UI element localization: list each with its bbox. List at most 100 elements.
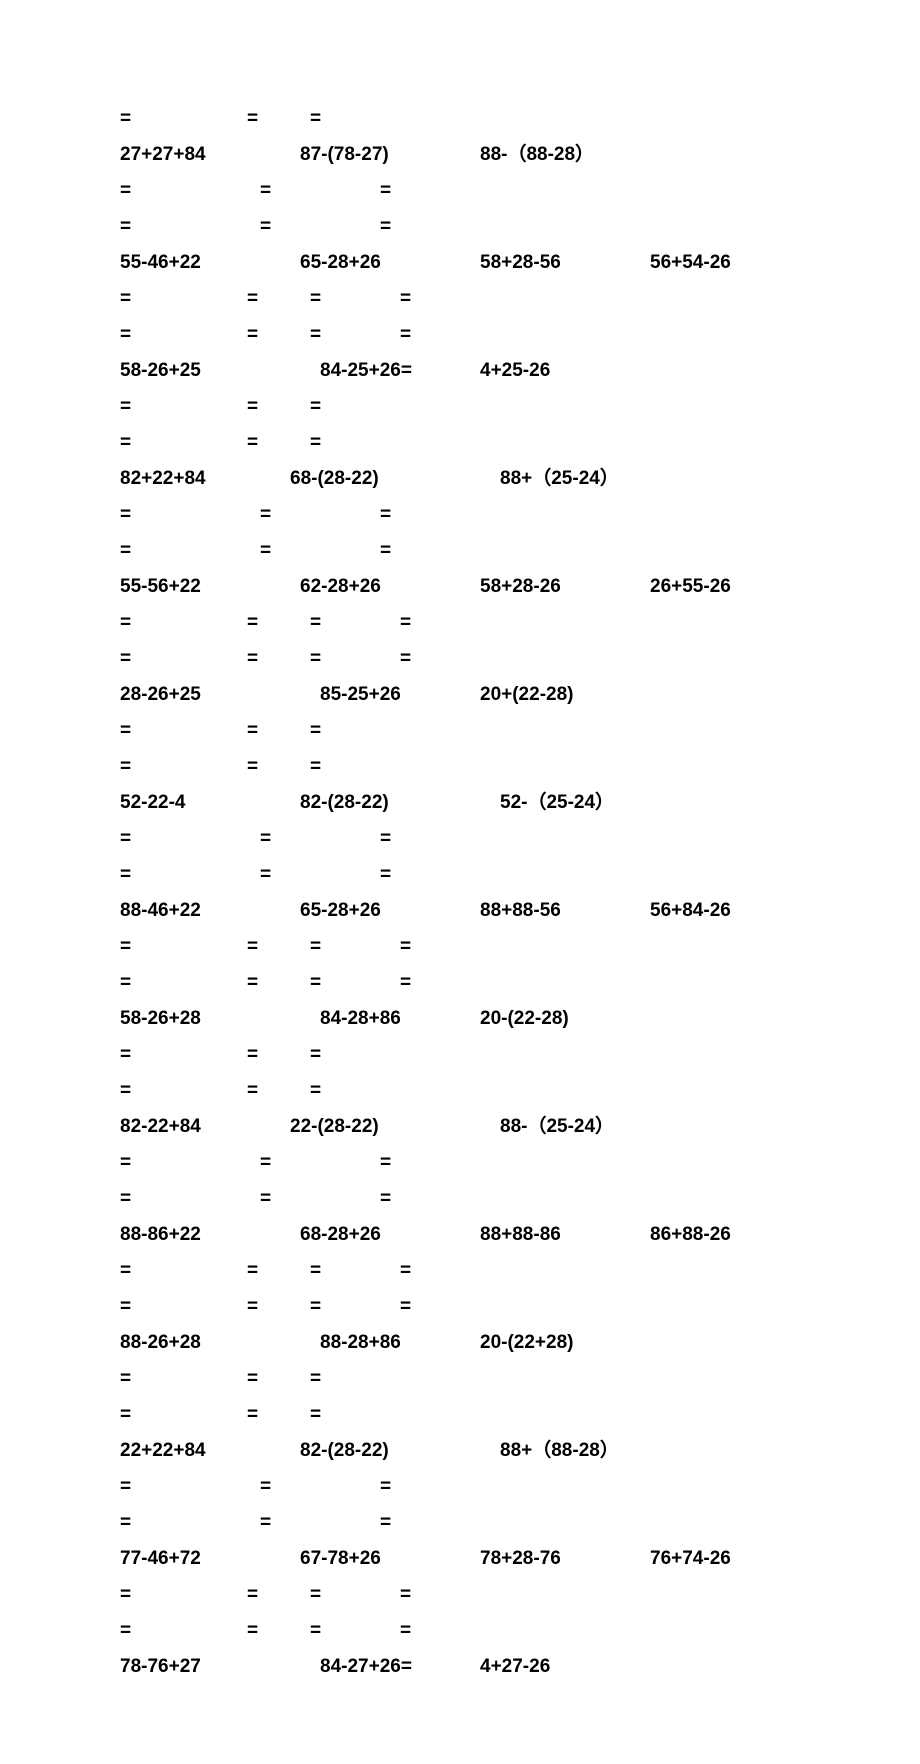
cell-text: = — [247, 109, 258, 128]
cell-text: = — [400, 1297, 411, 1316]
text-line: = = = — [120, 388, 920, 424]
text-line: 88-46+2265-28+2688+88-5656+84-26 — [120, 892, 920, 928]
cell-text: 28-26+25 — [120, 685, 201, 704]
cell-text: = — [247, 973, 258, 992]
cell-text: 56+84-26 — [650, 901, 731, 920]
cell-text: = — [260, 181, 271, 200]
text-line: ==== — [120, 1612, 920, 1648]
text-line: === — [120, 1072, 920, 1108]
text-line: 55-46+2265-28+2658+28-5656+54-26 — [120, 244, 920, 280]
cell-text: = — [400, 937, 411, 956]
cell-text: 88+（88-28） — [500, 1441, 619, 1460]
cell-text: 4+25-26 — [480, 361, 550, 380]
cell-text: = — [247, 1369, 258, 1388]
text-line: 52-22-482-(28-22)52-（25-24） — [120, 784, 920, 820]
cell-text: 56+54-26 — [650, 253, 731, 272]
cell-text: = — [120, 1081, 131, 1100]
cell-text: = — [310, 289, 321, 308]
cell-text: = — [310, 109, 321, 128]
cell-text: = — [400, 1585, 411, 1604]
cell-text: = — [400, 613, 411, 632]
cell-text: = — [247, 757, 258, 776]
cell-text: 52-22-4 — [120, 793, 186, 812]
cell-text: = — [310, 1369, 321, 1388]
cell-text: = — [120, 289, 131, 308]
cell-text: = — [120, 973, 131, 992]
cell-text: = — [310, 1297, 321, 1316]
cell-text: = — [260, 1513, 271, 1532]
cell-text: 88-28+86 — [320, 1333, 401, 1352]
text-line: 27+27+8487-(78-27)88-（88-28） — [120, 136, 920, 172]
cell-text: 58-26+28 — [120, 1009, 201, 1028]
cell-text: 86+88-26 — [650, 1225, 731, 1244]
cell-text: = — [247, 1585, 258, 1604]
text-line: === — [120, 856, 920, 892]
cell-text: = — [310, 397, 321, 416]
cell-text: = — [260, 217, 271, 236]
text-line: === — [120, 712, 920, 748]
cell-text: 52-（25-24） — [500, 793, 614, 812]
cell-text: 82-(28-22) — [300, 1441, 389, 1460]
cell-text: = — [310, 1585, 321, 1604]
cell-text: = — [120, 757, 131, 776]
cell-text: = — [310, 649, 321, 668]
cell-text: = — [247, 937, 258, 956]
text-line: === — [120, 1396, 920, 1432]
cell-text: = — [120, 1405, 131, 1424]
cell-text: = — [380, 541, 391, 560]
cell-text: = — [380, 865, 391, 884]
text-line: 58-26+2584-25+26=4+25-26 — [120, 352, 920, 388]
text-line: === — [120, 1360, 920, 1396]
text-line: ==== — [120, 640, 920, 676]
cell-text: 67-78+26 — [300, 1549, 381, 1568]
cell-text: 88-46+22 — [120, 901, 201, 920]
cell-text: 65-28+26 — [300, 901, 381, 920]
text-line: ==== — [120, 604, 920, 640]
cell-text: = — [247, 1261, 258, 1280]
cell-text: 82+22+84 — [120, 469, 206, 488]
cell-text: = — [260, 865, 271, 884]
text-line: ==== — [120, 316, 920, 352]
cell-text: = — [120, 181, 131, 200]
cell-text: = — [247, 433, 258, 452]
cell-text: 20-(22+28) — [480, 1333, 573, 1352]
cell-text: = — [310, 721, 321, 740]
cell-text: = — [260, 1477, 271, 1496]
text-line: 58-26+2884-28+8620-(22-28) — [120, 1000, 920, 1036]
text-line: === — [120, 820, 920, 856]
cell-text: = — [247, 1045, 258, 1064]
cell-text: 22+22+84 — [120, 1441, 206, 1460]
cell-text: 65-28+26 — [300, 253, 381, 272]
cell-text: = — [260, 505, 271, 524]
cell-text: = — [380, 1153, 391, 1172]
cell-text: 82-22+84 — [120, 1117, 201, 1136]
cell-text: 84-25+26= — [320, 361, 412, 380]
cell-text: 78+28-76 — [480, 1549, 561, 1568]
cell-text: = — [400, 1621, 411, 1640]
cell-text: = — [247, 1297, 258, 1316]
cell-text: 58+28-26 — [480, 577, 561, 596]
cell-text: = — [310, 1045, 321, 1064]
text-line: === — [120, 496, 920, 532]
cell-text: = — [380, 829, 391, 848]
cell-text: = — [310, 1261, 321, 1280]
cell-text: = — [247, 325, 258, 344]
cell-text: = — [247, 1405, 258, 1424]
cell-text: 68-(28-22) — [290, 469, 379, 488]
cell-text: = — [247, 397, 258, 416]
cell-text: = — [120, 397, 131, 416]
cell-text: = — [247, 1081, 258, 1100]
cell-text: 78-76+27 — [120, 1657, 201, 1676]
cell-text: = — [120, 541, 131, 560]
cell-text: = — [380, 217, 391, 236]
text-line: = = = — [120, 208, 920, 244]
cell-text: 26+55-26 — [650, 577, 731, 596]
text-line: ==== — [120, 1576, 920, 1612]
cell-text: = — [310, 325, 321, 344]
cell-text: 87-(78-27) — [300, 145, 389, 164]
cell-text: = — [120, 217, 131, 236]
cell-text: 68-28+26 — [300, 1225, 381, 1244]
cell-text: = — [310, 757, 321, 776]
cell-text: = — [247, 1621, 258, 1640]
cell-text: = — [120, 325, 131, 344]
